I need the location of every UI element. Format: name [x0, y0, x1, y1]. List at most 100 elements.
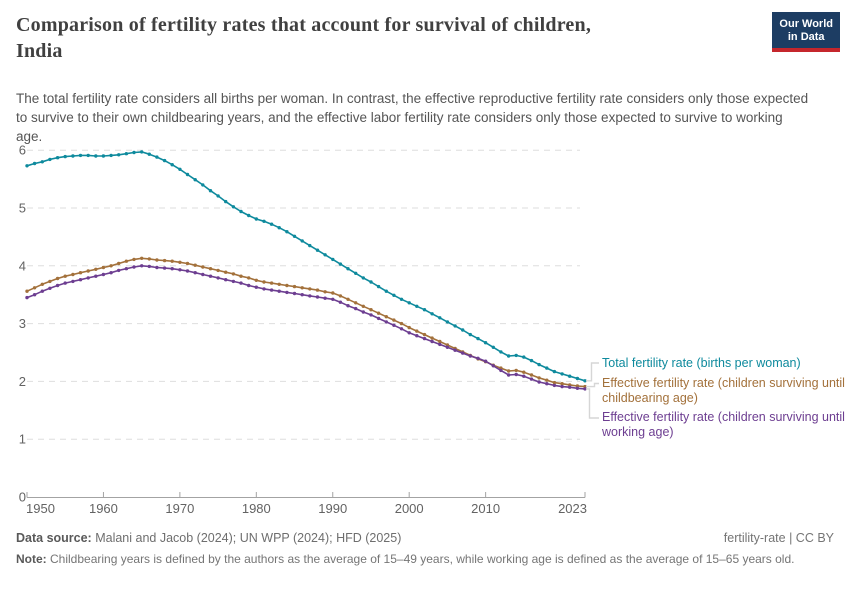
owid-logo-line1: Our World — [779, 18, 833, 30]
data-point — [71, 279, 75, 284]
owid-logo[interactable]: Our World in Data — [772, 12, 840, 53]
license-link[interactable]: fertility-rate | CC BY — [723, 531, 834, 545]
data-point — [514, 353, 518, 358]
data-point — [575, 386, 580, 390]
legend-entry-2[interactable]: Effective fertility rate (children survi… — [602, 410, 845, 439]
data-point — [338, 300, 343, 304]
data-point — [231, 279, 236, 284]
data-point — [140, 256, 144, 260]
data-point — [338, 262, 343, 266]
data-point — [40, 289, 44, 293]
data-point — [178, 167, 182, 171]
data-point — [208, 189, 213, 193]
data-point — [40, 160, 44, 164]
data-point — [468, 332, 472, 337]
data-point — [117, 153, 121, 157]
x-tick-label-1950: 1950 — [26, 501, 55, 516]
data-point — [415, 304, 419, 308]
x-axis: 1950 1960 1970 1980 1990 2000 2010 2023 — [26, 492, 587, 516]
data-point — [308, 294, 312, 298]
data-point — [300, 286, 304, 290]
data-point — [208, 267, 213, 271]
legend-entry-0[interactable]: Total fertility rate (births per woman) — [602, 356, 801, 370]
data-point — [545, 382, 549, 386]
data-point — [132, 150, 136, 155]
data-point — [292, 291, 297, 296]
data-point — [552, 383, 557, 388]
chart-footer: Data source: Malani and Jacob (2024); UN… — [16, 531, 834, 568]
data-point — [269, 288, 274, 292]
data-point — [277, 282, 281, 286]
data-point — [201, 272, 205, 277]
data-point — [399, 297, 404, 301]
data-point — [155, 265, 159, 270]
data-point — [292, 284, 297, 289]
data-point — [331, 291, 335, 295]
data-point — [254, 217, 258, 221]
data-point — [101, 265, 106, 270]
data-point — [331, 297, 335, 301]
data-point — [560, 382, 564, 386]
legend-entry-1[interactable]: Effective fertility rate (children survi… — [602, 375, 845, 405]
data-point — [506, 354, 511, 358]
x-tick-label-2010: 2010 — [471, 501, 500, 516]
x-tick-label-1980: 1980 — [242, 501, 271, 516]
note-label: Note: — [16, 552, 47, 566]
data-point — [25, 164, 29, 168]
data-point — [415, 334, 419, 338]
data-point — [254, 278, 258, 282]
data-point — [78, 153, 83, 158]
data-point — [369, 280, 373, 284]
data-point — [315, 295, 320, 299]
data-point — [94, 274, 98, 278]
data-point — [422, 308, 427, 312]
data-point — [170, 259, 174, 263]
y-tick-label-3: 3 — [19, 316, 26, 331]
x-tick-label-1990: 1990 — [318, 501, 347, 516]
data-point — [354, 301, 358, 305]
data-point — [55, 283, 60, 288]
data-point — [361, 304, 365, 308]
data-point — [438, 339, 442, 344]
data-point — [239, 274, 243, 278]
data-point — [170, 267, 174, 271]
data-point — [453, 348, 457, 352]
data-point — [193, 263, 197, 267]
data-point — [399, 327, 404, 331]
data-point — [292, 234, 297, 238]
data-point — [430, 312, 434, 316]
data-point — [529, 358, 534, 363]
data-point — [269, 222, 274, 226]
data-point — [537, 376, 541, 380]
data-point — [117, 261, 121, 266]
data-point — [147, 152, 151, 156]
data-point — [499, 350, 503, 354]
data-point — [346, 297, 350, 301]
data-point — [94, 267, 98, 271]
data-point — [461, 351, 465, 355]
data-point — [71, 272, 75, 277]
data-point — [430, 336, 434, 340]
legend-connector-lines — [586, 362, 599, 419]
data-point — [384, 320, 388, 324]
data-point — [407, 325, 411, 330]
data-point — [231, 205, 236, 209]
data-point — [155, 155, 159, 159]
data-point — [537, 362, 541, 367]
data-point — [346, 267, 350, 271]
data-point — [162, 158, 167, 163]
data-point — [384, 315, 388, 319]
data-point — [224, 270, 228, 274]
data-point — [132, 257, 136, 262]
data-point — [506, 369, 511, 373]
data-source-text: Data source: Malani and Jacob (2024); UN… — [16, 531, 402, 545]
data-point — [124, 152, 129, 156]
series-lines — [25, 150, 587, 391]
owid-logo-line2: in Data — [787, 31, 825, 44]
data-point — [224, 199, 228, 204]
data-point — [346, 304, 350, 308]
data-point — [438, 316, 442, 320]
data-point — [300, 293, 304, 297]
data-point — [376, 316, 381, 321]
series-1 — [25, 256, 587, 389]
